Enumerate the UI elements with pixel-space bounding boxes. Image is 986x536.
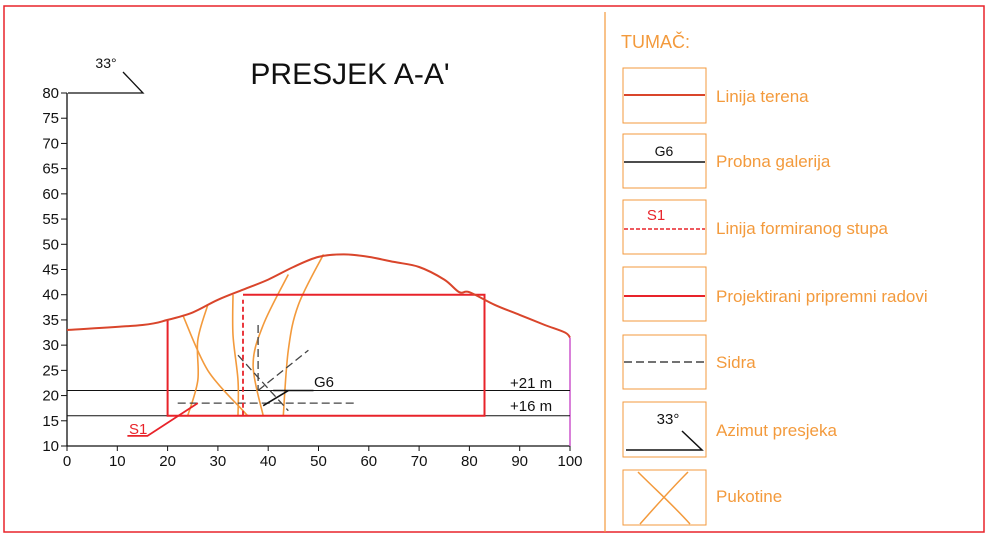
anchor-lines xyxy=(177,325,354,412)
azimuth-arrow-icon xyxy=(68,71,145,94)
x-tick-label: 80 xyxy=(461,453,478,470)
legend-label: Sidra xyxy=(716,353,756,372)
legend-item-cracks: Pukotine xyxy=(622,469,782,526)
y-tick-label: 35 xyxy=(42,312,59,329)
crack-lines xyxy=(181,254,325,417)
x-tick-label: 20 xyxy=(159,453,176,470)
legend-symbol-text: 33° xyxy=(657,411,680,428)
crack-line xyxy=(186,304,209,416)
y-tick-label: 80 xyxy=(42,85,59,102)
x-tick-label: 70 xyxy=(411,453,428,470)
legend-item-planned-works: Projektirani pripremni radovi xyxy=(622,266,928,322)
y-tick-label: 60 xyxy=(42,186,59,203)
gallery-label: G6 xyxy=(314,374,334,391)
y-tick-label: 65 xyxy=(42,161,59,178)
section-title: PRESJEK A-A' xyxy=(250,58,449,91)
y-tick-label: 10 xyxy=(42,438,59,455)
anchor-line xyxy=(237,354,289,412)
x-tick-label: 30 xyxy=(210,453,227,470)
level-16-label: +16 m xyxy=(510,398,552,415)
crack-icon xyxy=(639,471,689,525)
anchor-line xyxy=(257,349,309,392)
y-tick-label: 40 xyxy=(42,287,59,304)
pillar-line xyxy=(127,299,244,437)
y-tick-label: 70 xyxy=(42,135,59,152)
pillar-label: S1 xyxy=(129,421,147,438)
x-tick-label: 60 xyxy=(360,453,377,470)
y-tick-label: 15 xyxy=(42,413,59,430)
level-lines xyxy=(67,390,570,417)
legend-box xyxy=(622,469,707,526)
legend-box xyxy=(622,401,707,458)
level-21-label: +21 m xyxy=(510,375,552,392)
x-tick-label: 90 xyxy=(511,453,528,470)
legend-label: Probna galerija xyxy=(716,152,831,171)
legend-label: Projektirani pripremni radovi xyxy=(716,287,928,306)
azimuth-arrow-icon xyxy=(626,430,704,451)
legend-box xyxy=(622,266,707,322)
legend-label: Pukotine xyxy=(716,487,782,506)
x-tick-label: 10 xyxy=(109,453,126,470)
crack-line xyxy=(231,294,240,416)
terrain-line xyxy=(66,253,571,339)
y-tick-label: 55 xyxy=(42,211,59,228)
legend: TUMAČ: Linija terena G6 Probna galerija … xyxy=(621,31,928,526)
x-tick-label: 0 xyxy=(63,453,71,470)
legend-symbol-text: S1 xyxy=(647,207,665,224)
crack-icon xyxy=(637,471,691,525)
y-tick-label: 50 xyxy=(42,236,59,253)
y-tick-label: 30 xyxy=(42,337,59,354)
x-tick-label: 100 xyxy=(557,453,582,470)
y-tick-label: 75 xyxy=(42,110,59,127)
azimuth-label: 33° xyxy=(95,55,116,71)
legend-box xyxy=(622,334,707,390)
y-tick-label: 20 xyxy=(42,388,59,405)
legend-box xyxy=(622,133,707,189)
legend-label: Azimut presjeka xyxy=(716,421,837,440)
legend-title: TUMAČ: xyxy=(621,31,690,52)
planned-works-line xyxy=(166,293,486,417)
gallery-line xyxy=(262,389,289,407)
x-tick-label: 40 xyxy=(260,453,277,470)
crack-line xyxy=(282,254,325,416)
planned-works xyxy=(166,293,486,417)
legend-box xyxy=(622,67,707,124)
y-tick-label: 45 xyxy=(42,262,59,279)
legend-item-anchors: Sidra xyxy=(622,334,756,390)
legend-label: Linija terena xyxy=(716,87,809,106)
legend-symbol-text: G6 xyxy=(655,143,674,159)
legend-box xyxy=(622,199,707,255)
y-tick-label: 25 xyxy=(42,362,59,379)
crack-line xyxy=(252,274,290,416)
terrain-line xyxy=(66,253,571,339)
outer-border xyxy=(3,5,985,533)
axes xyxy=(61,92,571,451)
legend-item-terrain: Linija terena xyxy=(622,67,809,124)
pillar-line-solid xyxy=(127,402,199,437)
legend-item-azimuth: 33° Azimut presjeka xyxy=(622,401,837,458)
gallery-line xyxy=(262,389,314,407)
x-tick-label: 50 xyxy=(310,453,327,470)
legend-label: Linija formiranog stupa xyxy=(716,219,889,238)
legend-item-pillar: S1 Linija formiranog stupa xyxy=(622,199,889,255)
legend-item-gallery: G6 Probna galerija xyxy=(622,133,831,189)
azimuth-symbol: 33° xyxy=(68,55,145,94)
